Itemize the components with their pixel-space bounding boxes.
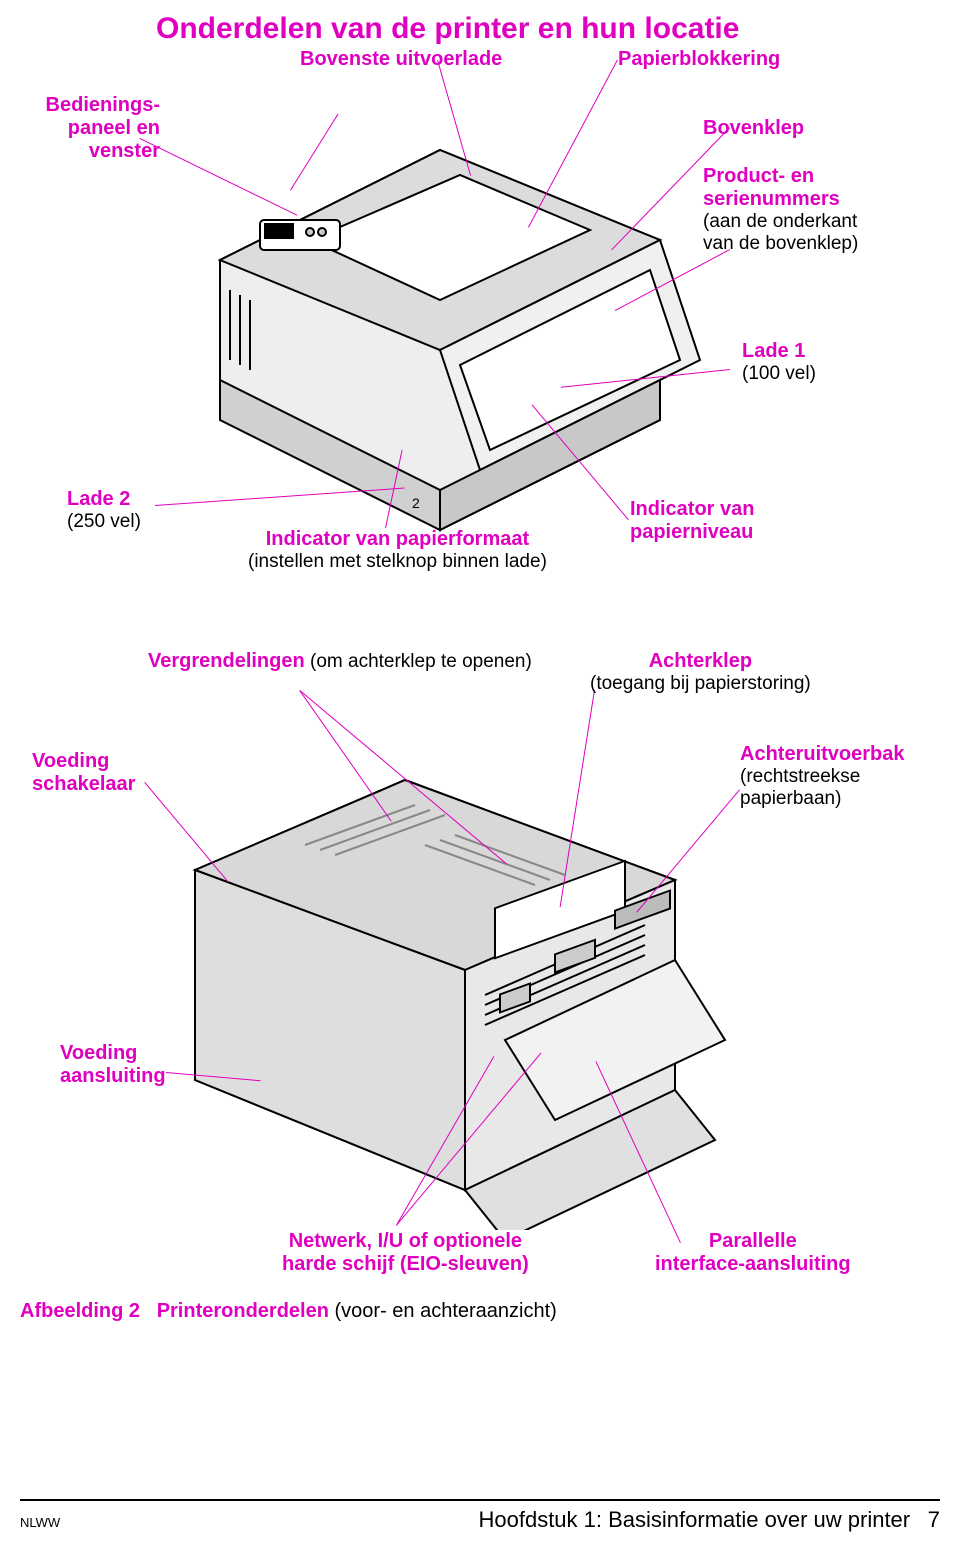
label-power-switch: Voeding schakelaar: [32, 750, 135, 796]
label-tray2: Lade 2 (250 vel): [67, 488, 141, 533]
label-text: Product- en serienummers: [703, 165, 840, 210]
label-serial: Product- en serienummers (aan de onderka…: [703, 165, 858, 255]
label-text: Achteruitvoerbak: [740, 743, 905, 765]
label-text: Voeding schakelaar: [32, 750, 135, 795]
footer-left: NLWW: [20, 1515, 60, 1530]
figure-caption: Afbeelding 2 Printeronderdelen (voor- en…: [20, 1300, 557, 1323]
label-rear-output: Achteruitvoerbak (rechtstreekse papierba…: [740, 743, 905, 810]
label-sub: (instellen met stelknop binnen lade): [248, 551, 547, 573]
page-title: Onderdelen van de printer en hun locatie: [156, 12, 739, 46]
label-sub: (rechtstreekse papierbaan): [740, 766, 905, 810]
label-top-cover: Bovenklep: [703, 117, 804, 140]
label-paper-level: Indicator van papierniveau: [630, 498, 754, 544]
label-text: Netwerk, I/U of optionele harde schijf (…: [282, 1230, 529, 1275]
page-footer: NLWW Hoofdstuk 1: Basisinformatie over u…: [20, 1499, 940, 1533]
footer-page-number: 7: [928, 1507, 940, 1532]
label-eio: Netwerk, I/U of optionele harde schijf (…: [282, 1230, 529, 1276]
label-sub: (aan de onderkant van de bovenklep): [703, 211, 858, 255]
label-power-conn: Voeding aansluiting: [60, 1042, 166, 1088]
label-parallel: Parallelle interface-aansluiting: [655, 1230, 851, 1276]
label-text: Voeding aansluiting: [60, 1042, 166, 1087]
label-tray1: Lade 1 (100 vel): [742, 340, 816, 385]
figure-title: Printeronderdelen: [157, 1300, 329, 1322]
label-text: Indicator van papierformaat: [266, 528, 529, 550]
label-sub: (toegang bij papierstoring): [590, 673, 811, 695]
label-sub: (250 vel): [67, 511, 141, 533]
label-top-output: Bovenste uitvoerlade: [300, 48, 502, 71]
label-control-panel: Bedienings- paneel en venster: [20, 94, 160, 163]
svg-text:2: 2: [412, 495, 420, 511]
label-rear-cover: Achterklep (toegang bij papierstoring): [590, 650, 811, 695]
label-paper-format: Indicator van papierformaat (instellen m…: [248, 528, 547, 573]
label-text: Vergrendelingen: [148, 650, 305, 672]
label-text: Lade 1: [742, 340, 805, 362]
figure-number: Afbeelding 2: [20, 1300, 140, 1322]
figure-subtitle: (voor- en achteraanzicht): [329, 1300, 557, 1322]
printer-rear-diagram: [155, 750, 745, 1230]
label-text: Indicator van papierniveau: [630, 498, 754, 543]
label-paper-jam: Papierblokkering: [618, 48, 780, 71]
label-locks: Vergrendelingen (om achterklep te openen…: [148, 650, 532, 673]
label-sub-inline: (om achterklep te openen): [305, 651, 532, 672]
label-sub: (100 vel): [742, 363, 816, 385]
label-text: Achterklep: [649, 650, 752, 672]
footer-chapter: Hoofdstuk 1: Basisinformatie over uw pri…: [478, 1507, 910, 1532]
label-text: Lade 2: [67, 488, 130, 510]
label-text: Bedienings- paneel en venster: [46, 94, 160, 162]
label-text: Parallelle interface-aansluiting: [655, 1230, 851, 1275]
